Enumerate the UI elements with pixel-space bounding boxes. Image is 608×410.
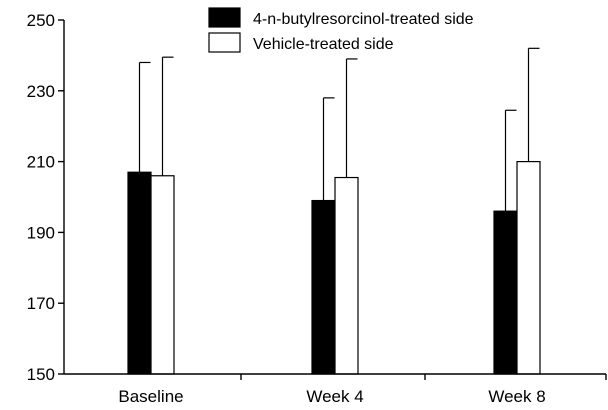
x-axis-ticks: Baseline Week 4 Week 8 [118, 374, 607, 406]
legend: 4-n-butylresorcinol-treated side Vehicle-… [208, 7, 474, 53]
y-tick-label-150: 150 [27, 365, 55, 384]
error-bars-group [138, 47, 540, 212]
y-tick-label-170: 170 [27, 294, 55, 313]
legend-label-4-n-butylresorcinol-treated-side: 4-n-butylresorcinol-treated side [253, 11, 474, 28]
y-tick-label-250: 250 [27, 11, 55, 30]
bar-vehicle-treated-side-week-4 [334, 176, 359, 375]
x-tick-label-week-4: Week 4 [306, 387, 363, 406]
bar-4-n-butylresorcinol-treated-side-baseline [127, 171, 152, 375]
bar-series-group [127, 161, 541, 375]
bar-4-n-butylresorcinol-treated-side-week-4 [311, 199, 336, 375]
y-axis-ticks: 150 170 190 210 230 250 [27, 11, 64, 384]
bar-4-n-butylresorcinol-treated-side-week-8 [493, 210, 518, 375]
x-tick-label-baseline: Baseline [118, 387, 183, 406]
x-tick-label-week-8: Week 8 [488, 387, 545, 406]
y-tick-label-190: 190 [27, 223, 55, 242]
bar-vehicle-treated-side-week-8 [516, 161, 541, 375]
y-tick-label-230: 230 [27, 82, 55, 101]
legend-label-vehicle-treated-side: Vehicle-treated side [253, 36, 394, 53]
y-tick-label-210: 210 [27, 153, 55, 172]
legend-swatch-vehicle-treated-side [208, 32, 241, 53]
bar-vehicle-treated-side-baseline [150, 175, 175, 375]
legend-swatch-4-n-butylresorcinol-treated-side [208, 7, 241, 28]
